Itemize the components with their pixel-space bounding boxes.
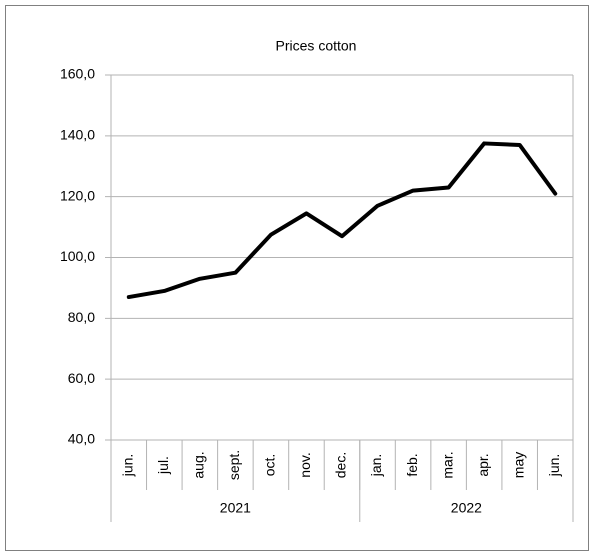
y-tick-label: 80,0 xyxy=(68,309,95,325)
x-tick-label: may xyxy=(510,452,526,478)
y-tick-label: 60,0 xyxy=(68,370,95,386)
x-tick-label: jun. xyxy=(546,454,562,478)
y-tick-label: 160,0 xyxy=(60,66,95,82)
x-tick-label: aug. xyxy=(191,451,207,478)
y-tick-label: 120,0 xyxy=(60,187,95,203)
line-series xyxy=(126,141,558,300)
chart-frame xyxy=(5,5,589,551)
x-tick-label: dec. xyxy=(333,452,349,478)
y-tick-label: 40,0 xyxy=(68,431,95,447)
x-tick-label: jun. xyxy=(119,454,135,478)
chart-title: Prices cotton xyxy=(276,38,357,54)
x-tick-label: apr. xyxy=(475,453,491,476)
y-tick-label: 140,0 xyxy=(60,127,95,143)
x-tick-label: mar. xyxy=(439,451,455,478)
x-group-label: 2022 xyxy=(451,500,482,516)
x-tick-label: oct. xyxy=(262,454,278,477)
x-tick-label: feb. xyxy=(404,453,420,476)
x-tick-label: nov. xyxy=(297,452,313,477)
x-tick-label: jul. xyxy=(155,456,171,475)
x-tick-label: jan. xyxy=(368,454,384,478)
x-tick-label: sept. xyxy=(226,450,242,480)
x-group-label: 2021 xyxy=(220,500,251,516)
y-tick-label: 100,0 xyxy=(60,248,95,264)
